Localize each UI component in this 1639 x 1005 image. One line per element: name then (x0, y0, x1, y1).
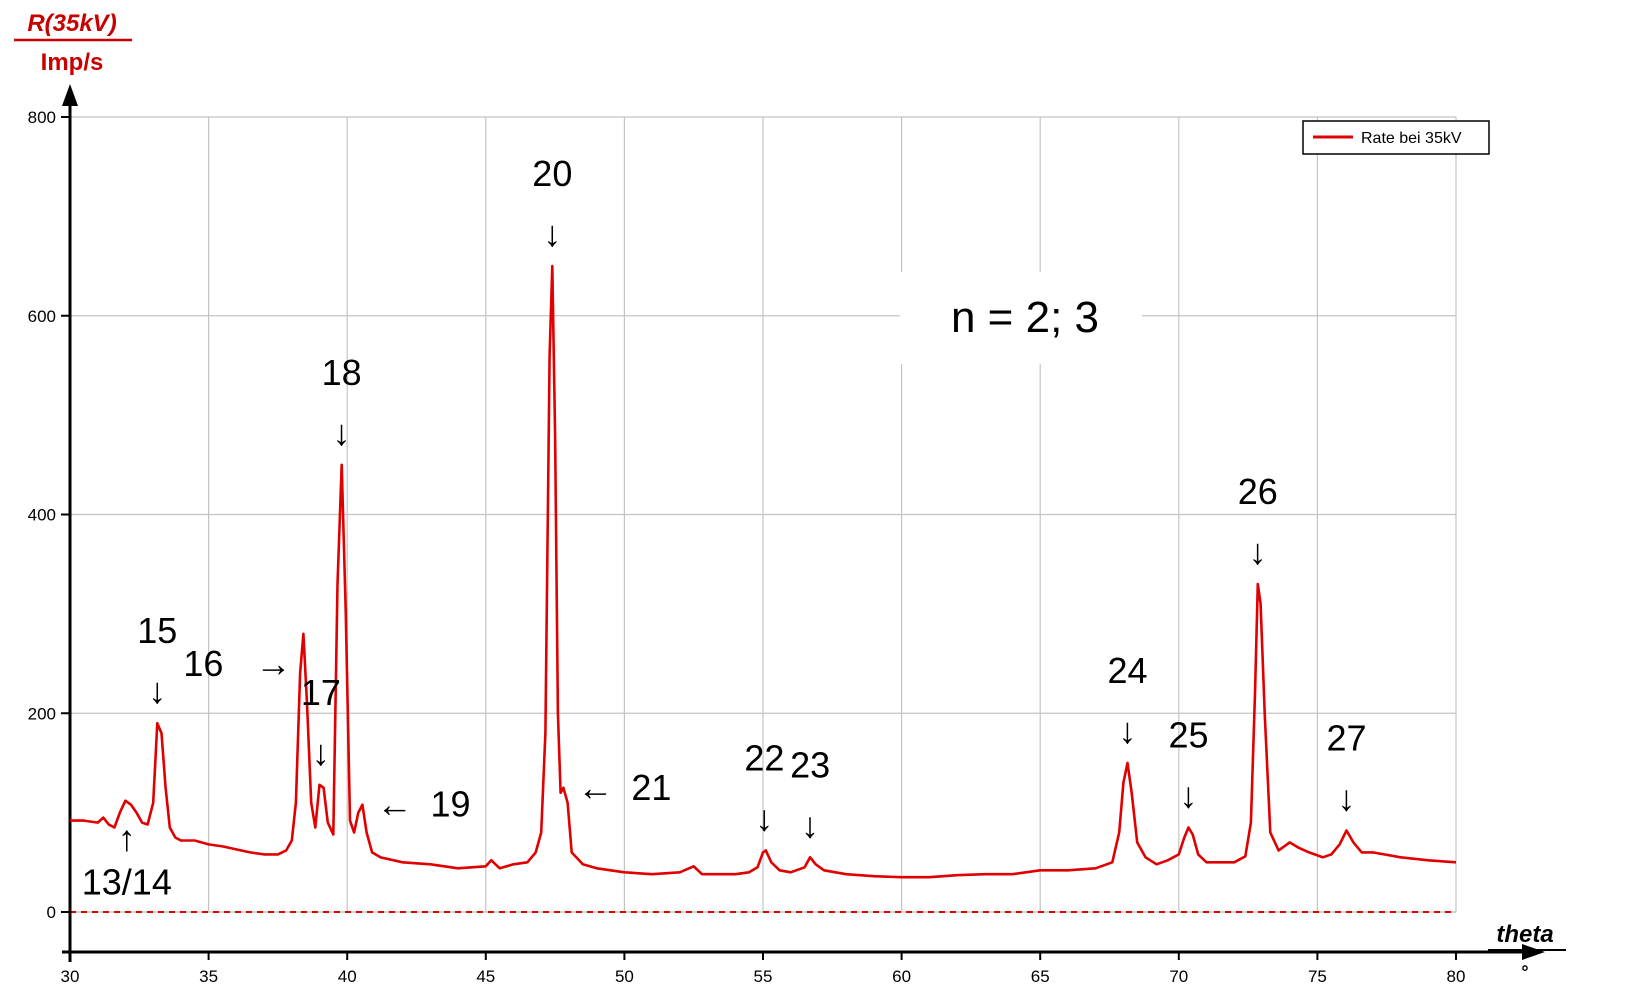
annotation-21: ← 21 (577, 767, 671, 808)
annotation-arrow: ↓ (148, 670, 166, 711)
x-axis-arrow (1522, 944, 1545, 960)
axes (61, 84, 1545, 962)
legend-entry: Rate bei 35kV (1361, 130, 1462, 147)
x-tick-label: 65 (1031, 967, 1050, 986)
annotation-label: 13/14 (82, 862, 172, 903)
annotation-arrow: ↓ (1338, 778, 1356, 819)
legend: Rate bei 35kV (1302, 120, 1490, 155)
annotation-20: ↓ 20 (532, 153, 572, 254)
annotation-15: ↓ 15 (137, 610, 177, 711)
y-tick-label: 600 (28, 307, 56, 326)
x-axis-unit: ° (1521, 962, 1528, 982)
x-tick-label: 70 (1169, 967, 1188, 986)
annotation-13-14: ↑13/14 (82, 818, 172, 903)
annotation-label: 25 (1168, 715, 1208, 756)
annotation-arrow: ↓ (543, 213, 561, 254)
x-tick-label: 55 (754, 967, 773, 986)
annotation-arrow: ↓ (312, 732, 330, 773)
x-axis-label: theta (1496, 921, 1553, 948)
annotation-19: ← 19 (376, 784, 470, 825)
annotation-25: ↓ 25 (1168, 715, 1208, 816)
note-box: n = 2; 3 (900, 272, 1142, 364)
y-tick-label: 800 (28, 108, 56, 127)
annotation-23: ↓ 23 (790, 744, 830, 845)
annotation-18: ↓ 18 (322, 352, 362, 453)
x-tick-label: 80 (1447, 967, 1466, 986)
annotation-22: ↓ 22 (744, 737, 784, 838)
x-tick-label: 40 (338, 967, 357, 986)
x-tick-label: 60 (892, 967, 911, 986)
annotation-arrow: ← (577, 767, 613, 808)
annotation-arrow: ← (376, 784, 412, 825)
x-axis-title: theta ° (1488, 921, 1566, 982)
annotation-arrow: ↓ (1119, 710, 1137, 751)
annotation-label: 27 (1326, 718, 1366, 759)
annotation-arrow: ↓ (1180, 775, 1198, 816)
annotation-label: 20 (532, 153, 572, 194)
annotation-arrow: ↓ (755, 797, 773, 838)
y-tick-label: 200 (28, 704, 56, 723)
annotation-label: 16 (183, 643, 223, 684)
annotation-label: 21 (631, 767, 671, 808)
y-axis-title: R(35kV) Imp/s (14, 10, 132, 76)
annotation-label: 18 (322, 352, 362, 393)
annotation-26: ↓ 26 (1238, 471, 1278, 572)
annotation-arrow: ↓ (333, 412, 351, 453)
annotation-label: 22 (744, 737, 784, 778)
annotation-label: 17 (301, 672, 341, 713)
x-tick-label: 45 (476, 967, 495, 986)
annotation-24: ↓ 24 (1107, 650, 1147, 751)
x-tick-label: 30 (61, 967, 80, 986)
peak-annotations: ↑13/14↓15→16↓17↓18← 19↓20← 21↓22↓23↓24↓25↓… (82, 153, 1367, 903)
y-tick-label: 0 (47, 903, 56, 922)
annotation-label: 24 (1107, 650, 1147, 691)
note-text: n = 2; 3 (951, 293, 1099, 342)
x-tick-label: 35 (199, 967, 218, 986)
annotation-arrow: ↓ (801, 804, 819, 845)
annotation-label: 15 (137, 610, 177, 651)
annotation-label: 19 (430, 784, 470, 825)
annotation-label: 26 (1238, 471, 1278, 512)
annotation-27: ↓ 27 (1326, 718, 1366, 819)
annotation-label: 23 (790, 744, 830, 785)
annotation-arrow: ↓ (1249, 531, 1267, 572)
series-line (70, 264, 1457, 879)
x-tick-label: 75 (1308, 967, 1327, 986)
y-tick-label: 400 (28, 506, 56, 525)
y-axis-unit: Imp/s (41, 49, 104, 76)
annotation-17: ↓ 17 (301, 672, 341, 773)
annotation-16: → 16 (183, 643, 291, 684)
x-tick-label: 50 (615, 967, 634, 986)
annotation-arrow: ↑ (118, 818, 136, 859)
annotation-arrow: → (255, 643, 291, 684)
y-axis-label: R(35kV) (27, 10, 116, 37)
y-axis-arrow (62, 84, 78, 106)
